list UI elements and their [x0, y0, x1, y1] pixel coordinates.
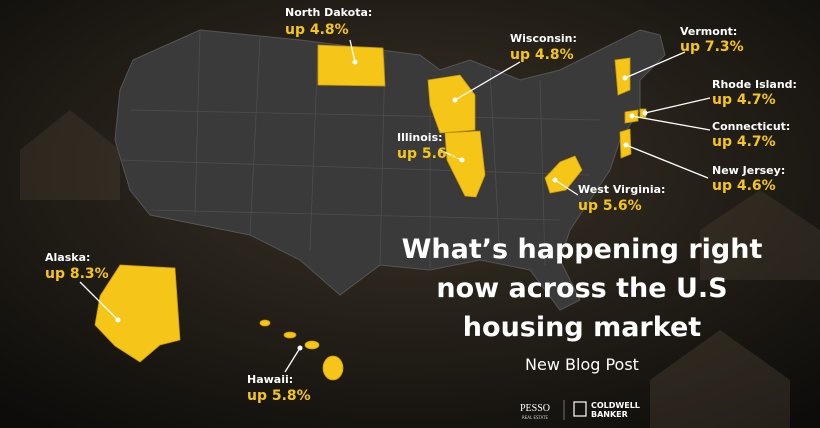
state-name: Connecticut: — [712, 120, 790, 133]
house-silhouettes — [20, 110, 820, 428]
subtitle: New Blog Post — [525, 355, 639, 374]
west-virginia — [544, 155, 583, 194]
brand-logo: PESSO — [520, 403, 550, 414]
headline-line: now across the U.S — [436, 273, 727, 304]
headline-line: What’s happening right — [402, 234, 763, 265]
illinois — [444, 130, 486, 198]
wisconsin — [427, 74, 476, 134]
state-change: up 8.3% — [45, 266, 109, 282]
state-name: Vermont: — [680, 25, 737, 38]
hawaii — [259, 319, 344, 381]
state-name: New Jersey: — [712, 164, 785, 177]
leader-lines — [79, 39, 711, 373]
vermont — [614, 57, 631, 96]
state-change: up 5.6% — [397, 146, 461, 162]
state-name: Rhode Island: — [712, 78, 797, 91]
state-name: Alaska: — [45, 251, 90, 264]
brand-name: COLDWELL — [591, 401, 640, 410]
headline-line: housing market — [463, 312, 701, 343]
state-name: North Dakota: — [285, 6, 372, 19]
state-name: West Virginia: — [578, 183, 665, 196]
alaska — [94, 264, 181, 363]
state-change: up 4.6% — [712, 178, 776, 194]
state-change: up 7.3% — [680, 39, 744, 55]
state-change: up 4.8% — [285, 22, 349, 38]
state-change: up 4.7% — [712, 92, 776, 108]
state-borders — [119, 29, 601, 268]
state-name: Illinois: — [397, 131, 443, 144]
north-dakota — [317, 44, 386, 87]
brand-icon — [573, 401, 587, 417]
state-change: up 5.6% — [578, 198, 642, 214]
state-change: up 5.8% — [247, 388, 311, 404]
us-map — [114, 29, 666, 311]
state-change: up 4.7% — [712, 134, 776, 150]
state-name: Hawaii: — [247, 373, 293, 386]
brand-name: BANKER — [591, 410, 628, 419]
state-name: Wisconsin: — [510, 32, 577, 45]
brand-tagline: REAL ESTATE — [522, 415, 549, 420]
state-change: up 4.8% — [510, 47, 574, 63]
